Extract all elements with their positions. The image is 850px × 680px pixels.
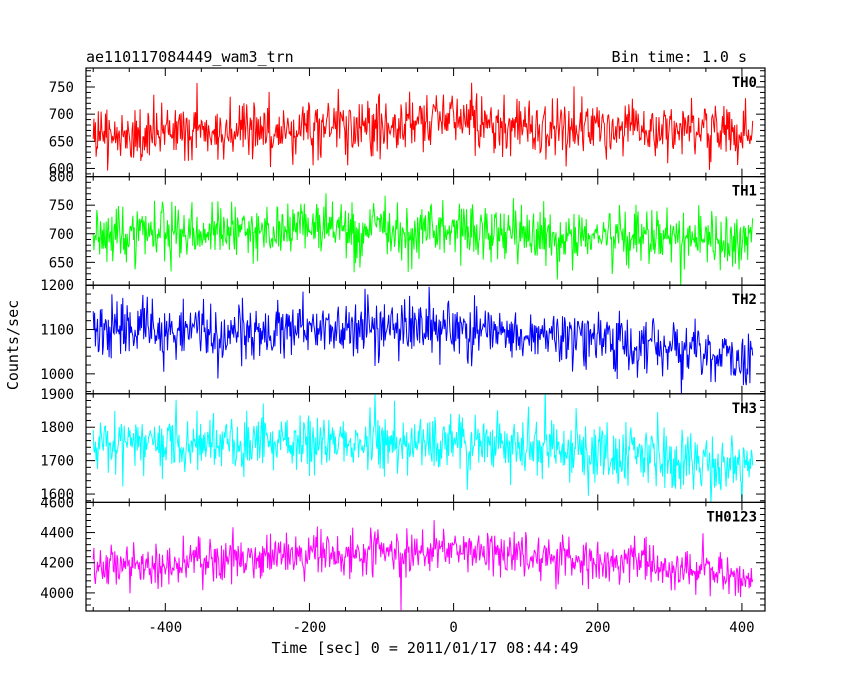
y-tick-label: 800	[49, 170, 74, 186]
y-tick-label: 700	[49, 107, 74, 123]
panel-label: TH0	[732, 75, 757, 91]
x-tick-label: 200	[585, 620, 610, 636]
y-tick-label: 1100	[40, 323, 74, 339]
panel-label: TH0123	[706, 509, 757, 525]
x-axis-label: Time [sec] 0 = 2011/01/17 08:44:49	[271, 639, 578, 657]
x-tick-label: 400	[729, 620, 754, 636]
panel-label: TH1	[732, 184, 757, 200]
series-line-th0	[92, 82, 754, 171]
x-axis: -400 -200 0 200 400	[148, 620, 754, 636]
y-tick-label: 4400	[40, 526, 74, 542]
panel-label: TH2	[732, 292, 757, 308]
x-tick-label: 0	[449, 620, 457, 636]
series-line-th1	[92, 193, 754, 286]
y-tick-label: 1900	[40, 387, 74, 403]
series-line-th3	[92, 393, 754, 503]
panel-th2: 1000 1100 1200 TH2	[40, 278, 766, 395]
x-tick-label: -200	[293, 620, 327, 636]
x-tick-label: -400	[148, 620, 182, 636]
y-tick-label: 1600	[40, 487, 74, 503]
series-line-th2	[92, 286, 754, 394]
y-tick-label: 750	[49, 80, 74, 96]
y-tick-label: 4000	[40, 586, 74, 602]
series-line-th0123	[92, 520, 754, 611]
y-tick-label: 1700	[40, 454, 74, 470]
y-tick-label: 1800	[40, 420, 74, 436]
y-tick-label: 700	[49, 227, 74, 243]
panels-group: 600 650 700 750 TH0 650 700 750 800 TH1 1000 1100 12…	[40, 67, 766, 612]
chart-title: ae110117084449_wam3_trn	[86, 48, 294, 66]
y-tick-label: 750	[49, 198, 74, 214]
y-tick-label: 1000	[40, 367, 74, 383]
y-tick-label: 650	[49, 255, 74, 271]
panel-frame	[85, 284, 766, 395]
panel-th0123: 4000 4200 4400 4600 TH0123	[40, 495, 766, 612]
y-tick-label: 4600	[40, 495, 74, 511]
bin-time-label: Bin time: 1.0 s	[612, 48, 747, 66]
panel-label: TH3	[732, 401, 757, 417]
panel-th0: 600 650 700 750 TH0	[49, 67, 766, 177]
panel-th1: 650 700 750 800 TH1	[49, 170, 766, 286]
y-tick-label: 4200	[40, 556, 74, 572]
y-tick-label: 650	[49, 134, 74, 150]
panel-th3: 1600 1700 1800 1900 TH3	[40, 387, 766, 503]
y-tick-label: 1200	[40, 278, 74, 294]
y-tick-label: 600	[49, 161, 74, 177]
y-axis-label: Counts/sec	[4, 300, 22, 390]
